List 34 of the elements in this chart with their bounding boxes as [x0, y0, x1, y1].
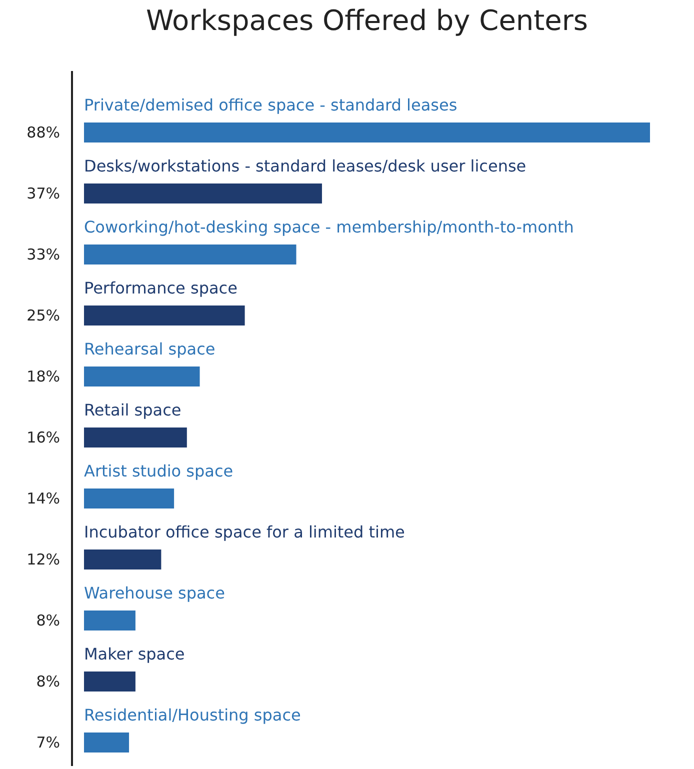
bar: [84, 550, 162, 570]
data-label: 7%: [36, 734, 60, 752]
y-tick-label: Warehouse space: [84, 584, 225, 602]
y-tick-label: Retail space: [84, 400, 182, 420]
data-label: 25%: [26, 306, 60, 324]
data-label: 16%: [26, 428, 60, 446]
bar: [84, 366, 200, 386]
y-tick-label: Desks/workstations - standard leases/desk user license: [84, 156, 526, 176]
data-label: 18%: [26, 368, 60, 386]
data-label: 12%: [26, 550, 60, 568]
bar: [84, 610, 136, 630]
bar: [84, 488, 174, 508]
data-label: 14%: [26, 490, 60, 508]
bar: [84, 732, 130, 752]
data-label: 8%: [36, 672, 60, 690]
data-label: 8%: [36, 612, 60, 630]
y-tick-label: Coworking/hot-desking space - membership/month-to-month: [84, 218, 574, 236]
bar: [84, 244, 296, 264]
data-label: 33%: [26, 246, 60, 264]
y-tick-label: Incubator office space for a limited time: [84, 522, 405, 542]
y-tick-label: Rehearsal space: [84, 340, 216, 358]
y-tick-label: Residential/Housting space: [84, 706, 301, 724]
y-tick-label: Performance space: [84, 278, 238, 298]
y-tick-label: Maker space: [84, 644, 185, 664]
data-label: 88%: [26, 124, 60, 142]
data-label: 37%: [26, 184, 60, 202]
bar: [84, 306, 245, 326]
bar: [84, 428, 187, 448]
bar: [84, 122, 650, 142]
y-tick-label: Artist studio space: [84, 462, 234, 480]
bar: [84, 184, 322, 204]
bar: [84, 672, 136, 692]
y-tick-label: Private/demised office space - standard leases: [84, 96, 458, 114]
chart-title: Workspaces Offered by Centers: [146, 4, 588, 37]
